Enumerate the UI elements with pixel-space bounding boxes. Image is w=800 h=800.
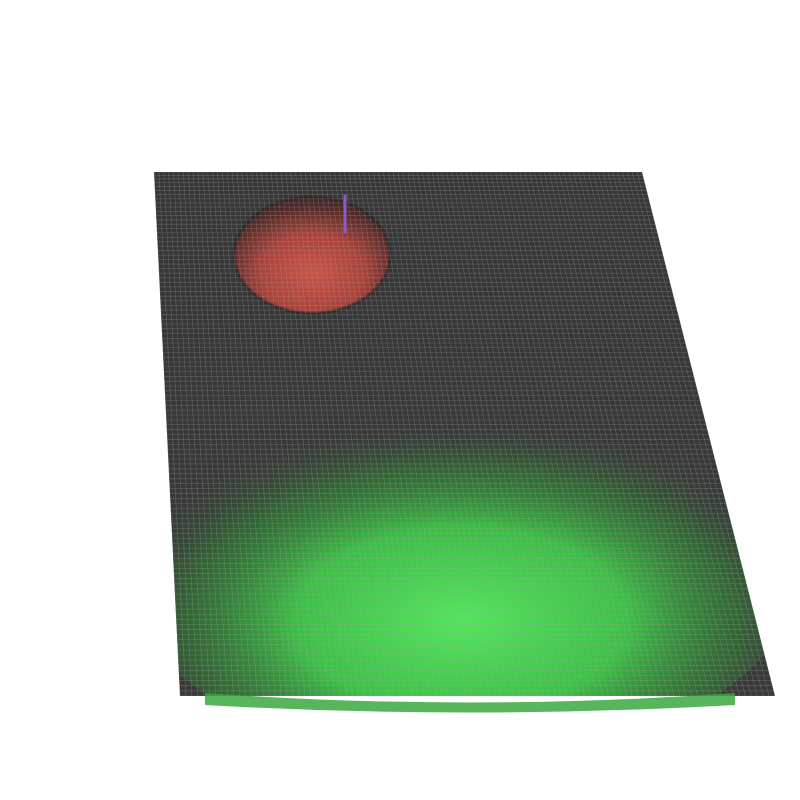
green-mound-front-edge [205, 693, 735, 713]
